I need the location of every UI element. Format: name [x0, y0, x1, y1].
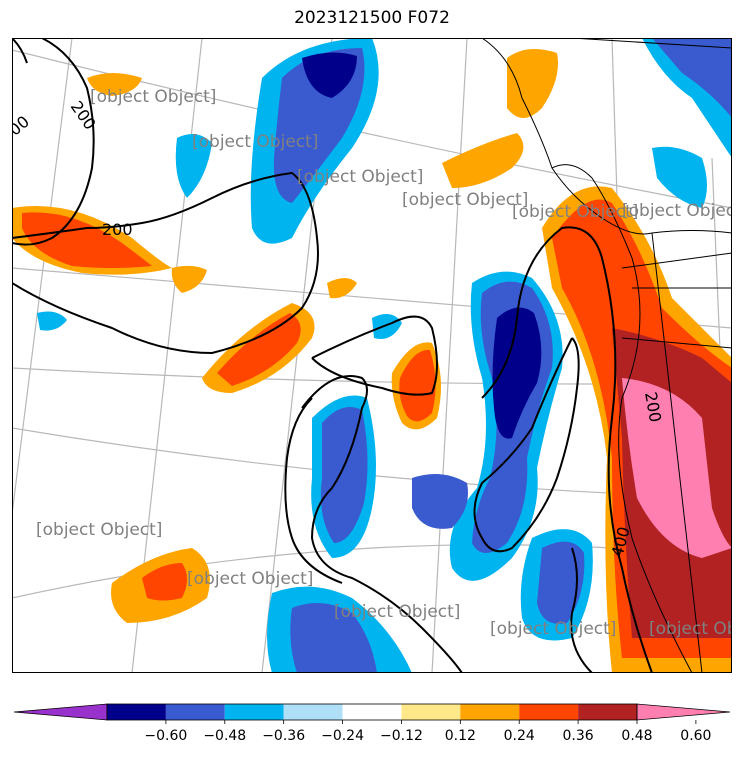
colorbar-segment	[283, 704, 343, 720]
colorbar-tick-label: −0.24	[321, 728, 364, 744]
colorbar-tick-label: −0.60	[144, 728, 188, 744]
lon-label: [object Object]	[36, 520, 162, 540]
height-contours	[12, 38, 653, 673]
lon-label: [object Object]	[192, 132, 318, 152]
colorbar-frame	[106, 703, 638, 721]
colorbar-segment	[401, 704, 461, 720]
colorbar-extend-high	[636, 703, 731, 721]
map-panel: 200 400 200 200 400 [object Object] [obj…	[12, 38, 732, 673]
lon-label-group: [object Object] [object Object] [object …	[36, 87, 732, 639]
map-title: 2023121500 F072	[294, 8, 450, 28]
colorbar-extend-low	[13, 703, 108, 721]
colorbar	[13, 703, 731, 724]
colorbar-segment	[460, 704, 520, 720]
coastlines	[481, 38, 732, 673]
lon-label: [object Object]	[90, 87, 216, 107]
colorbar-tick-label: −0.12	[379, 728, 423, 744]
lon-label: [object Object]	[297, 167, 423, 187]
lon-label: [object Object]	[187, 569, 313, 589]
lon-label: [object Object]	[490, 619, 616, 639]
colorbar-tick-label: 0.36	[562, 728, 594, 744]
colorbar-tick-label: 0.48	[621, 728, 653, 744]
contour-label: 200	[102, 220, 133, 239]
colorbar-tick-label: 0.60	[680, 728, 712, 744]
colorbar-segment	[342, 704, 402, 720]
colorbar-tick-label: −0.48	[203, 728, 247, 744]
lon-label: [object Object]	[512, 202, 638, 222]
negative-shading	[37, 38, 732, 673]
colorbar-segment	[107, 704, 166, 720]
lon-label: [object Object]	[649, 619, 732, 639]
colorbar-tick-label: 0.24	[503, 728, 535, 744]
colorbar-segment	[224, 704, 284, 720]
colorbar-segment	[519, 704, 579, 720]
lon-label: [object Object]	[402, 190, 528, 210]
colorbar-segment	[578, 704, 637, 720]
lon-label: [object Object]	[622, 201, 732, 221]
colorbar-segment	[165, 704, 225, 720]
colorbar-tick-label: 0.12	[444, 728, 476, 744]
colorbar-tick-label: −0.36	[262, 728, 306, 744]
lon-label: [object Object]	[334, 602, 460, 622]
map-frame	[12, 38, 732, 673]
